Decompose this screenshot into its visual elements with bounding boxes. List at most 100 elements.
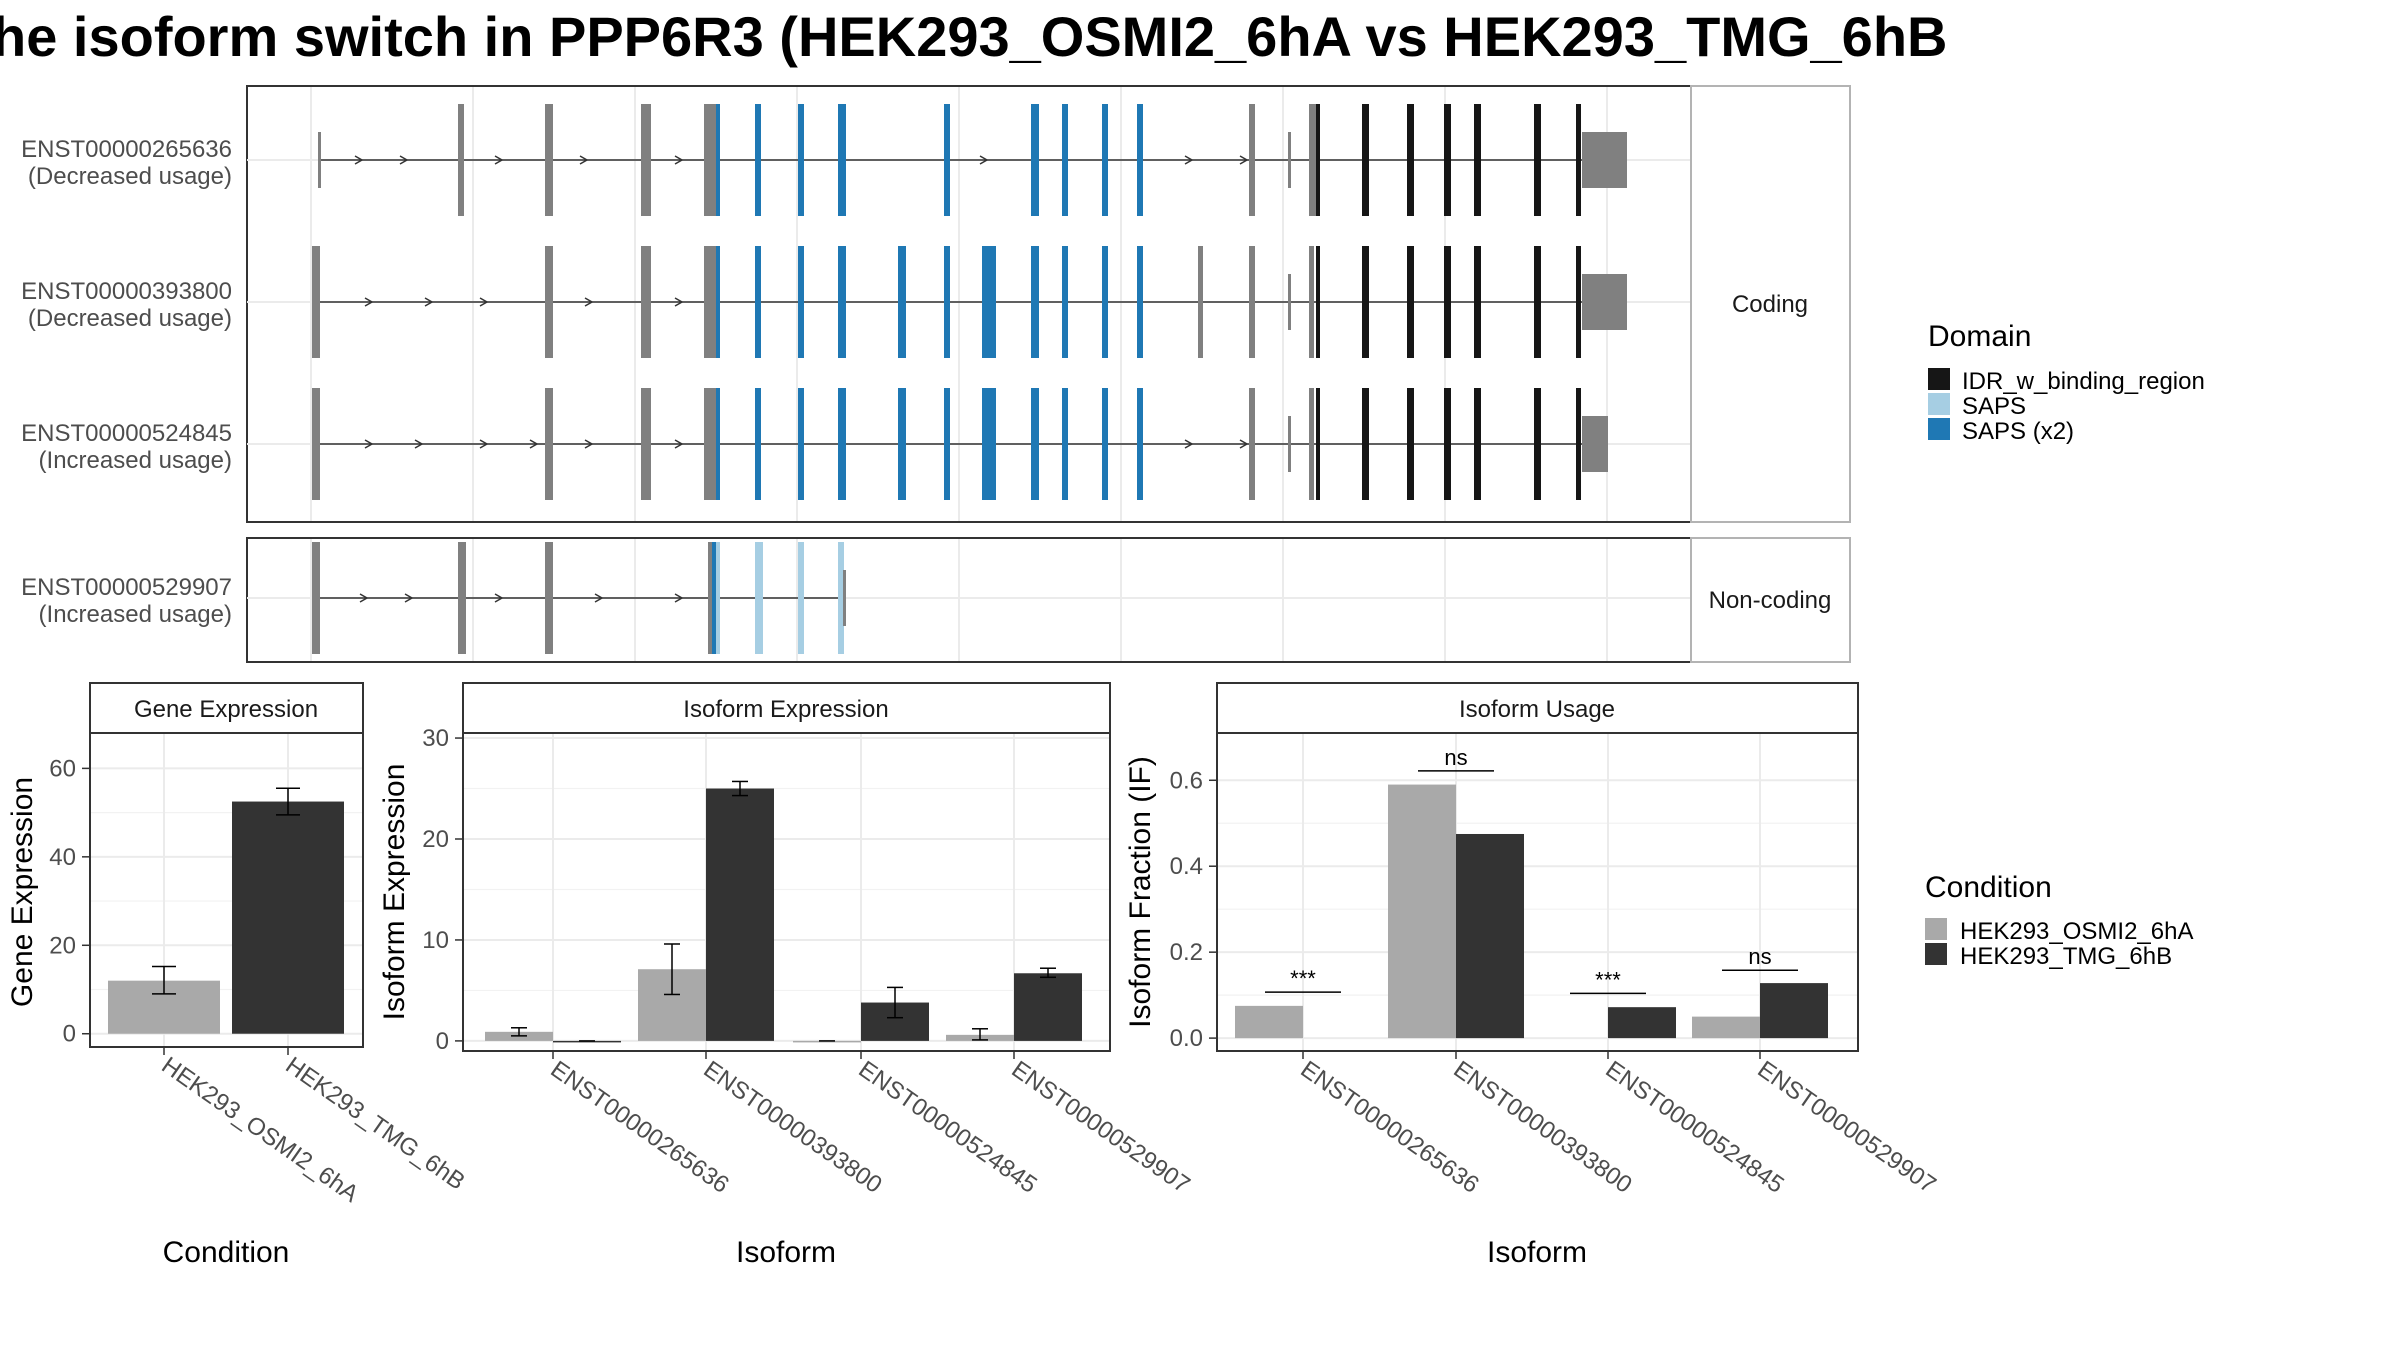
exon (982, 246, 996, 358)
plot-border (1216, 732, 1859, 1052)
exon (838, 104, 846, 216)
exon (1198, 246, 1203, 358)
transcript-labels: ENST00000265636 (Decreased usage) ENST00… (21, 136, 232, 628)
exon (798, 388, 804, 500)
bar-HEK293_OSMI2_6hA-ENST00000529907 (1692, 1016, 1760, 1039)
ie-xlabel: Isoform (736, 1236, 836, 1269)
exon (1062, 104, 1068, 216)
exon (755, 104, 761, 216)
exon (798, 104, 804, 216)
condition-legend: Condition HEK293_OSMI2_6hA HEK293_TMG_6h… (1925, 871, 2193, 970)
significance-label: *** (1290, 966, 1316, 991)
transcript-id-2: ENST00000393800 (21, 278, 232, 305)
exon (1474, 388, 1481, 500)
exon (704, 104, 718, 216)
strip-label-coding: Coding (1732, 291, 1808, 318)
exon (545, 246, 553, 358)
exon (755, 542, 763, 654)
strand-arrow (479, 439, 489, 449)
exon (1316, 246, 1320, 358)
strand-arrow (674, 297, 684, 307)
exon (838, 246, 846, 358)
bar-HEK293_TMG_6hB-ENST00000529907 (1760, 983, 1828, 1039)
legend-label-saps2: SAPS (x2) (1962, 418, 2074, 445)
iu-xlabel: Isoform (1487, 1236, 1587, 1269)
transcript-note-4: (Increased usage) (39, 601, 232, 628)
exon (1316, 104, 1320, 216)
strand-arrow (359, 593, 369, 603)
ge-panel-title: Gene Expression (134, 696, 318, 723)
exon (944, 388, 950, 500)
exon (716, 388, 720, 500)
noncoding-panel-bg (246, 537, 1692, 663)
ge-strip (89, 682, 364, 734)
strand-arrow (674, 593, 684, 603)
bar-HEK293_TMG_6hB-ENST00000529907 (1014, 973, 1082, 1041)
exon (1407, 388, 1414, 500)
isoform-expression-panel: Isoform Expression 0102030ENST0000026563… (378, 682, 1195, 1269)
y-tick-label: 0.6 (1170, 767, 1203, 794)
strand-arrow (404, 593, 414, 603)
strand-arrow (594, 593, 604, 603)
significance-label: ns (1748, 944, 1771, 969)
plot-border (462, 732, 1111, 1052)
strip-label-noncoding: Non-coding (1709, 587, 1832, 614)
exon (1137, 388, 1143, 500)
strand-arrow (1184, 439, 1194, 449)
y-tick-label: 0.0 (1170, 1025, 1203, 1052)
exon (798, 246, 804, 358)
ie-strip (462, 682, 1111, 734)
structure-coding-panel: Coding (246, 85, 1851, 523)
y-tick-label: 10 (422, 927, 449, 954)
strand-arrow (494, 155, 504, 165)
strand-arrow (674, 155, 684, 165)
iu-ylabel: Isoform Fraction (IF) (1124, 756, 1157, 1028)
condition-legend-title: Condition (1925, 871, 2052, 904)
strand-arrow (1239, 155, 1249, 165)
exon (716, 542, 720, 654)
ie-ylabel: Isoform Expression (378, 764, 411, 1021)
ie-panel-title: Isoform Expression (683, 696, 888, 723)
y-tick-label: 40 (49, 844, 76, 871)
isoform-usage-panel: Isoform Usage 0.00.20.40.6***ns***nsENST… (1124, 682, 1941, 1269)
exon (1474, 246, 1481, 358)
exon (1444, 388, 1451, 500)
exon (838, 542, 844, 654)
exon (1031, 246, 1039, 358)
exon (704, 388, 718, 500)
legend-swatch-saps (1928, 393, 1950, 415)
strand-arrow (424, 297, 434, 307)
exon (1288, 274, 1291, 330)
exon (1407, 246, 1414, 358)
exon (755, 388, 761, 500)
exon (1137, 104, 1143, 216)
utr-exon (1582, 274, 1627, 330)
legend-swatch-saps2 (1928, 418, 1950, 440)
significance-label: ns (1444, 745, 1467, 770)
strand-arrow (364, 439, 374, 449)
legend-label-idr: IDR_w_binding_region (1962, 368, 2205, 395)
strand-arrow (364, 297, 374, 307)
y-tick-label: 0 (63, 1021, 76, 1048)
y-tick-label: 20 (49, 932, 76, 959)
coding-tracks (312, 104, 1627, 500)
noncoding-tracks (312, 542, 846, 654)
exon (898, 246, 906, 358)
strand-arrow (479, 297, 489, 307)
strand-arrow (1184, 155, 1194, 165)
exon (944, 246, 950, 358)
exon (1137, 246, 1143, 358)
bar-HEK293_TMG_6hB-ENST00000393800 (706, 788, 774, 1041)
plot-border (89, 732, 364, 1048)
exon (716, 246, 720, 358)
exon (1362, 246, 1369, 358)
ie-plot-area: 0102030ENST00000265636ENST00000393800ENS… (422, 725, 1194, 1199)
transcript-note-2: (Decreased usage) (28, 305, 232, 332)
exon (1309, 246, 1314, 358)
ge-xlabel: Condition (163, 1236, 290, 1269)
exon (1407, 104, 1414, 216)
bar-HEK293_OSMI2_6hA-ENST00000393800 (1388, 784, 1456, 1039)
y-tick-label: 30 (422, 725, 449, 752)
utr-exon (1582, 416, 1608, 472)
